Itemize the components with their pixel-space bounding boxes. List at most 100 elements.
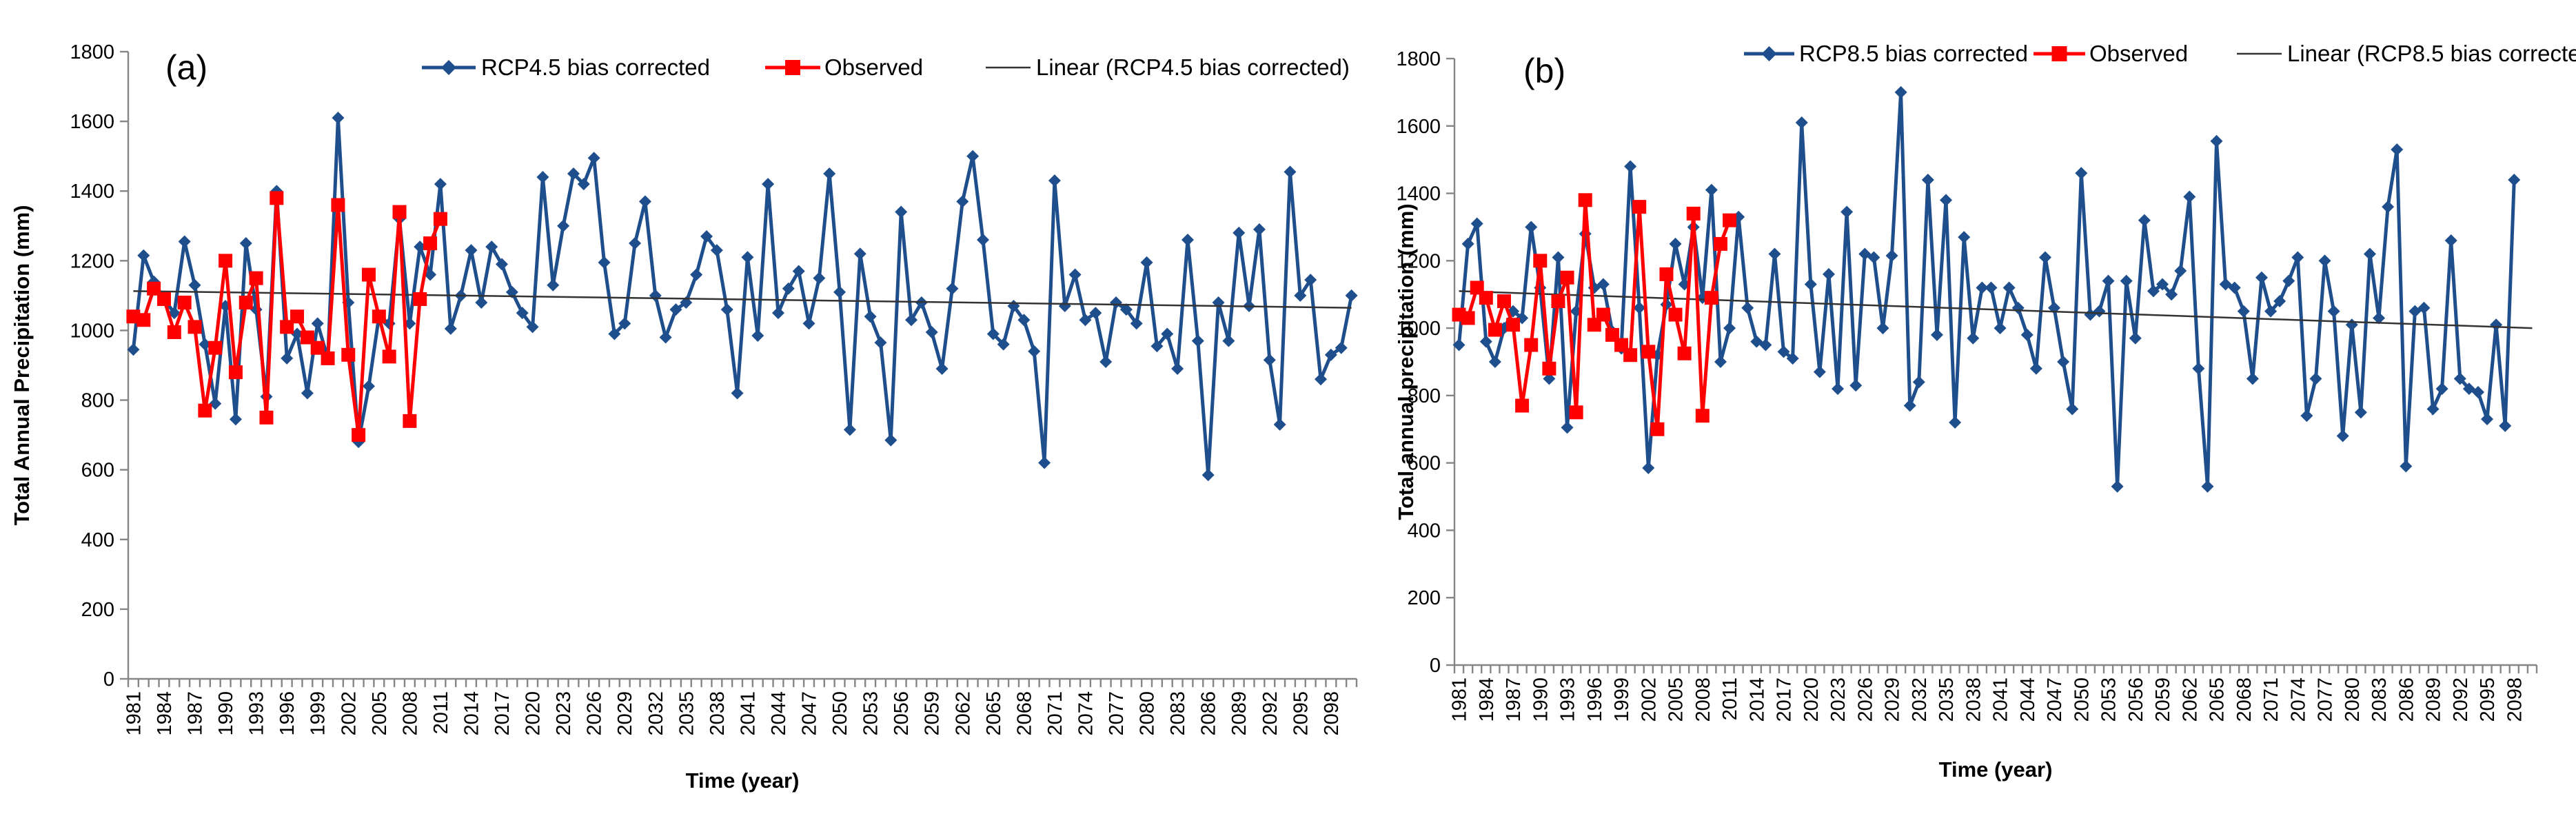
rcp-point-a	[1304, 274, 1317, 287]
x-tick-label-a: 2083	[1167, 691, 1189, 736]
rcp-point-a	[843, 423, 856, 436]
rcp-point-a	[1284, 165, 1297, 178]
rcp-point-a	[485, 241, 498, 254]
rcp-point-b	[2165, 288, 2178, 301]
rcp-point-a	[925, 325, 938, 338]
rcp-point-b	[1894, 85, 1907, 99]
rcp-point-b	[1994, 322, 2007, 335]
observed-point-b	[1704, 291, 1718, 305]
panel-label-b: (b)	[1523, 52, 1565, 90]
x-tick-label-a: 2011	[430, 691, 452, 734]
rcp-point-b	[1813, 365, 1826, 378]
rcp-point-b	[2138, 214, 2151, 227]
observed-point-a	[219, 254, 233, 268]
x-tick-label-b: 2050	[2071, 677, 2093, 722]
rcp-point-b	[2400, 460, 2413, 473]
x-tick-label-a: 2005	[369, 691, 391, 736]
x-tick-label-a: 2023	[553, 691, 575, 736]
observed-point-a	[249, 271, 263, 285]
x-tick-label-b: 2086	[2395, 677, 2417, 722]
rcp-point-b	[2192, 362, 2205, 375]
rcp-point-a	[864, 310, 877, 323]
rcp-point-a	[1038, 456, 1051, 469]
rcp-point-a	[762, 178, 775, 191]
rcp-point-b	[1876, 322, 1889, 335]
y-tick-label-a: 400	[81, 529, 114, 551]
observed-point-a	[310, 340, 325, 355]
rcp-point-b	[2273, 295, 2286, 307]
rcp-point-a	[1233, 226, 1246, 239]
y-tick-label-a: 0	[103, 669, 114, 691]
rcp-point-a	[311, 317, 324, 330]
rcp-point-a	[1212, 296, 1225, 309]
x-tick-label-b: 2068	[2233, 677, 2255, 722]
rcp-point-a	[802, 317, 815, 330]
rcp-point-b	[2066, 402, 2079, 416]
rcp-point-a	[1222, 334, 1235, 347]
x-tick-label-b: 2026	[1854, 677, 1876, 722]
legend-trend-label-a: Linear (RCP4.5 bias corrected)	[1036, 54, 1350, 80]
rcp-point-a	[1273, 418, 1286, 431]
observed-point-a	[156, 292, 171, 306]
rcp-point-a	[1140, 256, 1153, 269]
rcp-point-b	[2453, 372, 2466, 385]
observed-point-b	[1677, 346, 1692, 360]
observed-point-a	[270, 191, 284, 205]
chart-panel-b: 0 200 400 600 800 1000 1200 1400 1600 1800 1981 198…	[1392, 0, 2576, 816]
rcp-point-a	[833, 285, 846, 298]
rcp-point-a	[1089, 307, 1102, 320]
y-axis-title-a: Total Annual Precipitation (mm)	[10, 205, 34, 525]
y-tick-label-b: 800	[1408, 385, 1441, 407]
rcp-point-a	[618, 317, 631, 330]
x-tick-label-b: 2008	[1692, 677, 1714, 722]
x-tick-label-b: 1999	[1611, 677, 1633, 722]
legend-observed-marker-a	[785, 60, 800, 75]
observed-point-a	[239, 296, 253, 309]
trend-line-b	[1459, 290, 2533, 329]
rcp-point-b	[1940, 194, 1953, 207]
rcp-point-b	[1750, 335, 1763, 348]
rcp-point-b	[1903, 399, 1916, 412]
x-tick-label-b: 2092	[2450, 677, 2472, 722]
observed-point-b	[1659, 267, 1674, 281]
rcp-point-a	[792, 265, 805, 278]
rcp-point-b	[1867, 251, 1880, 264]
rcp-point-b	[1885, 249, 1898, 262]
observed-point-a	[361, 267, 376, 282]
x-tick-label-a: 2008	[399, 691, 421, 736]
rcp-point-a	[291, 327, 304, 340]
x-tick-label-a: 2080	[1137, 691, 1159, 736]
x-axis-title-a: Time (year)	[686, 768, 800, 793]
rcp-point-a	[1294, 289, 1307, 302]
rcp-point-a	[649, 289, 662, 302]
x-tick-label-a: 2089	[1228, 691, 1250, 736]
rcp-point-b	[2237, 305, 2250, 318]
rcp-point-b	[2129, 332, 2142, 345]
rcp-point-b	[2075, 167, 2088, 180]
y-tick-label-b: 600	[1408, 453, 1441, 475]
x-tick-label-b: 2089	[2423, 677, 2445, 722]
observed-point-a	[280, 320, 294, 334]
observed-point-b	[1524, 338, 1539, 352]
x-tick-label-b: 2032	[1909, 677, 1931, 722]
observed-point-a	[147, 281, 161, 296]
rcp-point-a	[1161, 327, 1174, 340]
x-tick-label-a: 2086	[1198, 691, 1220, 736]
rcp-point-a	[362, 380, 375, 393]
rcp-point-b	[1669, 237, 1682, 250]
rcp-point-b	[1768, 247, 1781, 261]
x-tick-label-b: 1981	[1449, 677, 1471, 722]
observed-point-a	[167, 325, 181, 339]
rcp-point-a	[853, 247, 866, 261]
x-tick-label-b: 2077	[2315, 677, 2337, 722]
rcp-point-b	[1624, 160, 1637, 173]
rcp-point-b	[2111, 480, 2124, 493]
legend-observed-marker-b	[2051, 46, 2067, 61]
rcp-point-a	[434, 178, 447, 191]
rcp-point-a	[905, 314, 918, 327]
rcp-point-a	[239, 237, 252, 250]
observed-point-b	[1686, 206, 1701, 221]
x-tick-label-b: 2038	[1963, 677, 1985, 722]
x-tick-label-b: 1993	[1557, 677, 1579, 722]
x-axis-title-b: Time (year)	[1939, 757, 2053, 782]
